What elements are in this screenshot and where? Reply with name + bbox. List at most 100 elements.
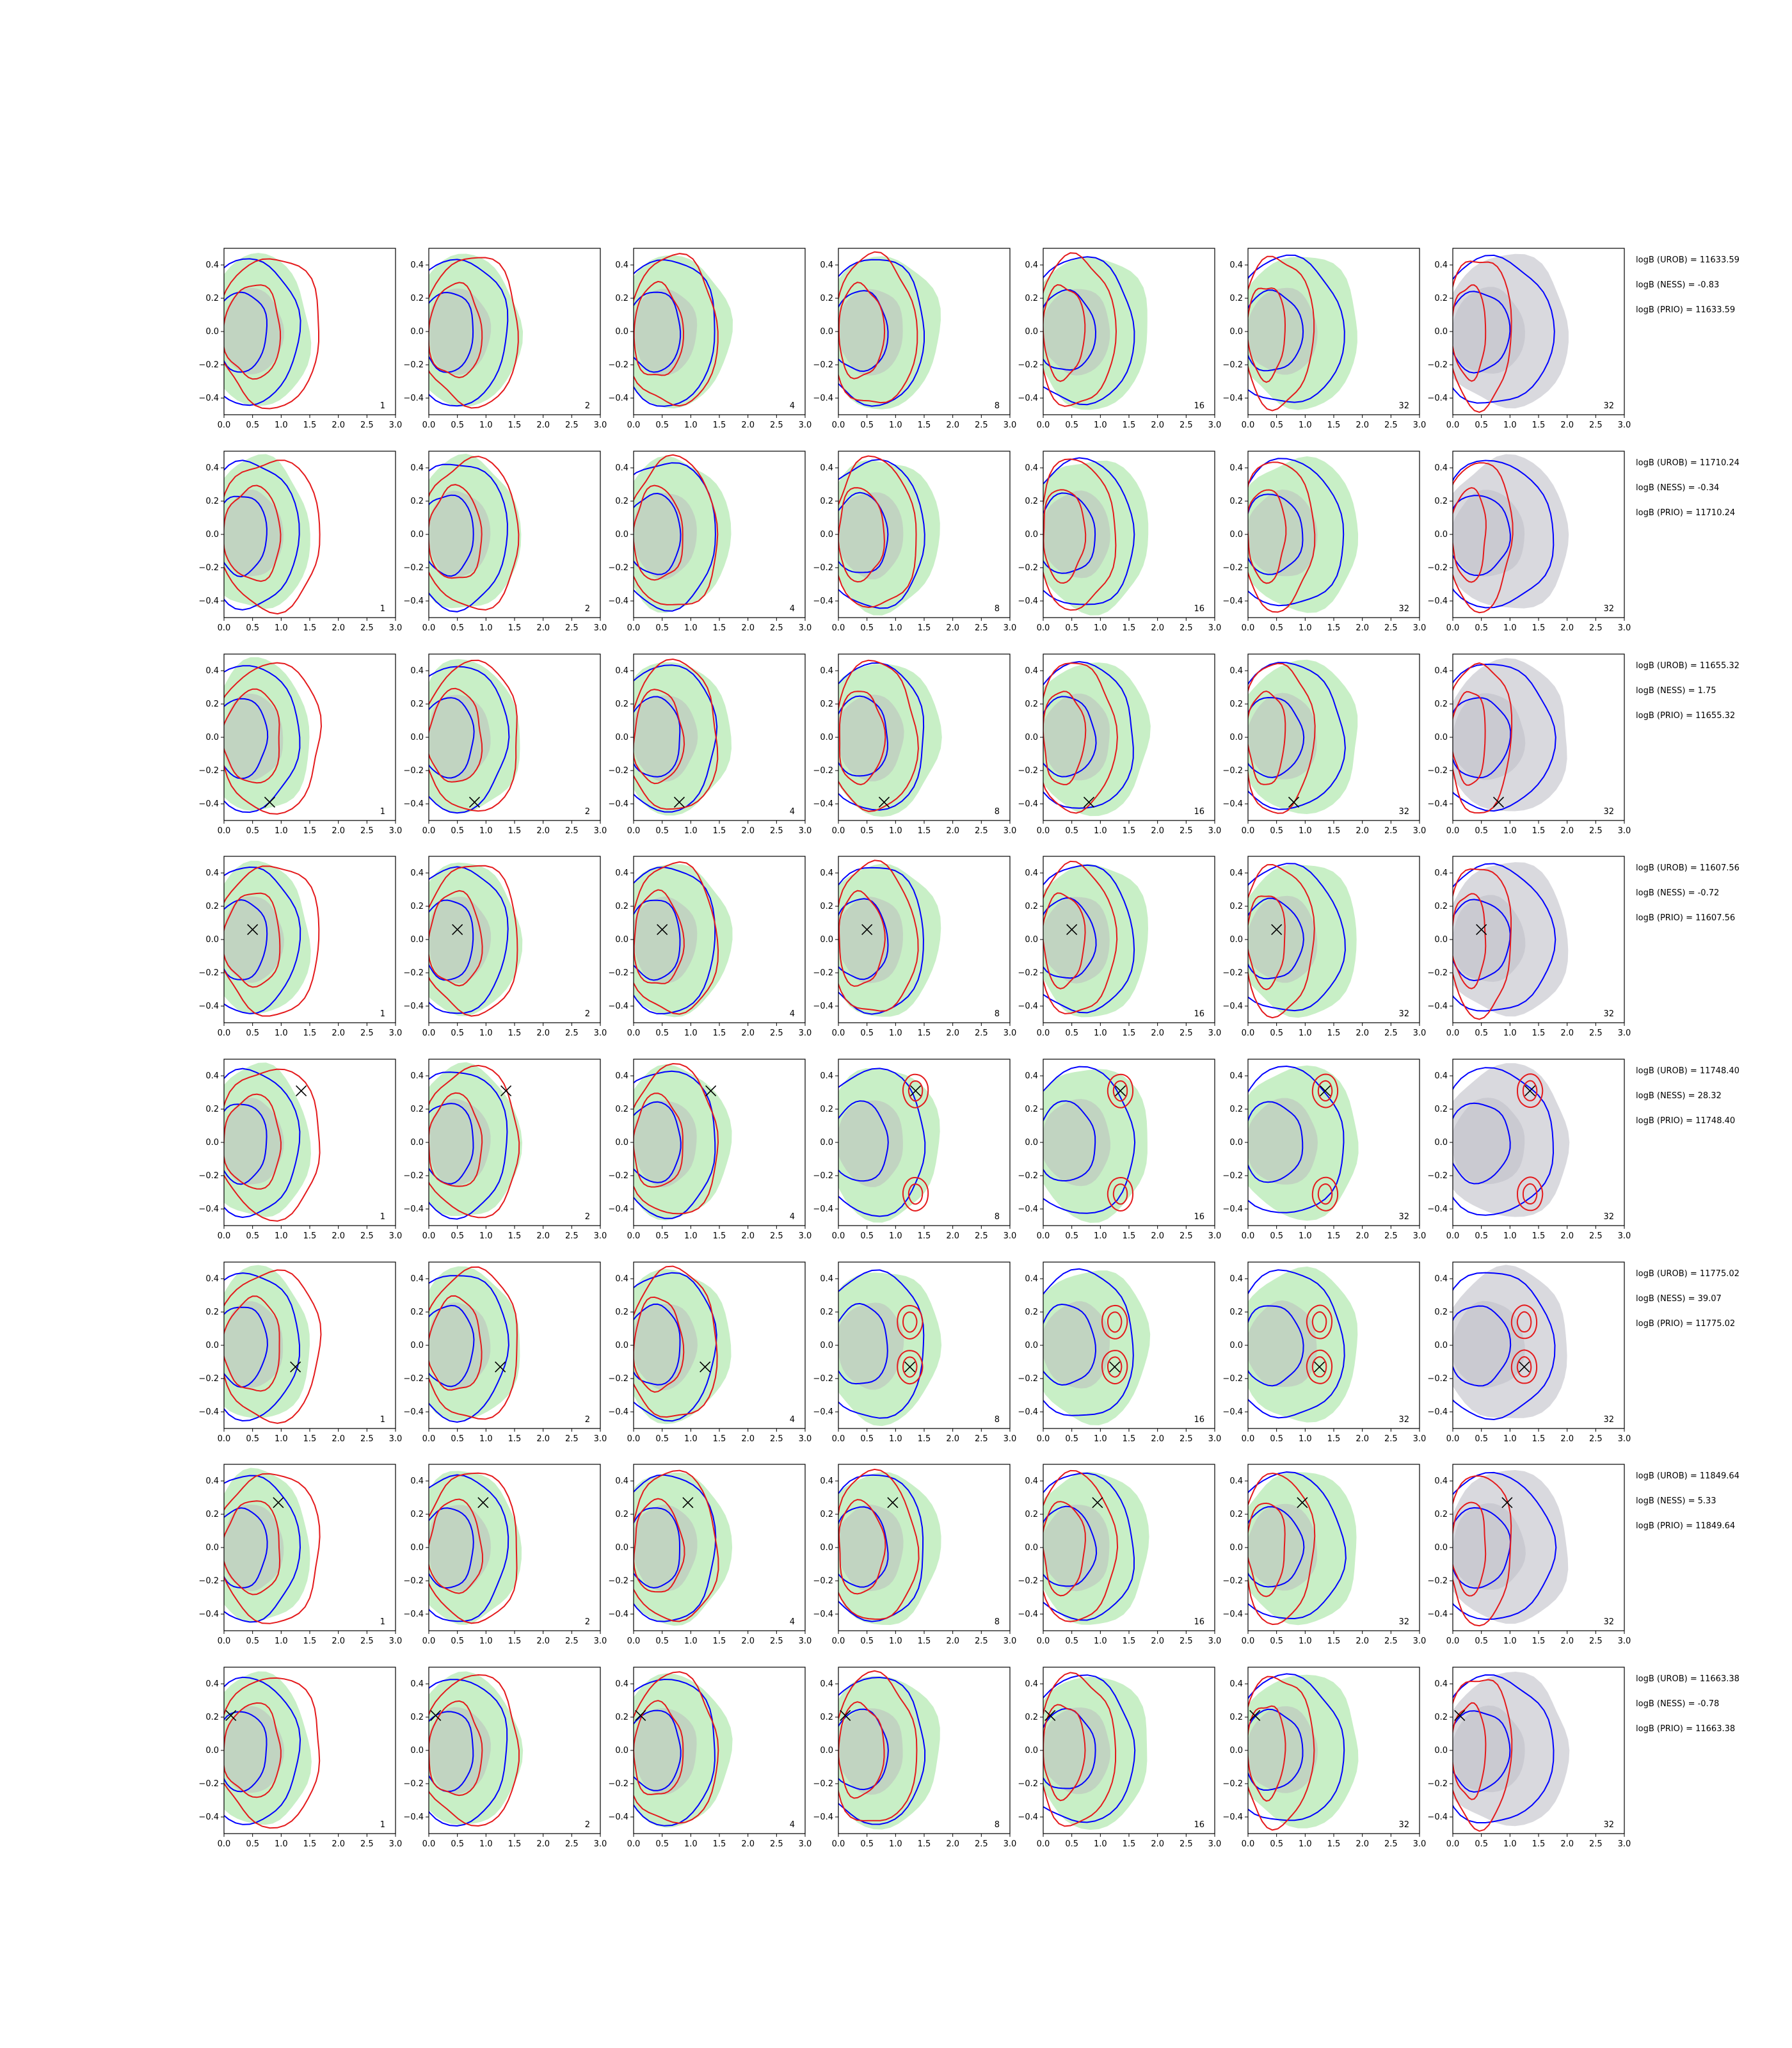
blue-contour	[224, 1676, 301, 1825]
x-tick-label: 2.0	[946, 623, 959, 633]
blue-contour	[1453, 1067, 1555, 1216]
blue-contour	[429, 1275, 509, 1423]
inner-fill	[429, 1302, 491, 1390]
y-tick-label: 0.2	[1229, 1308, 1243, 1317]
x-tick-label: 1.5	[1327, 826, 1341, 836]
x-tick-label: 2.5	[1589, 623, 1603, 633]
red-contour	[634, 1700, 684, 1795]
panel-r7-c3: 0.0 0.5 1.0 1.5 2.0 2.5 3.0 0.4 0.2 0.0 −0.2 −0.4 4	[608, 1464, 812, 1646]
logb-annotation: logB (PRIO) = 11663.38	[1636, 1724, 1735, 1734]
x-tick-label: 0.5	[1475, 1839, 1488, 1849]
x-tick-label: 1.0	[1503, 1636, 1517, 1646]
x-tick-label: 3.0	[1004, 1839, 1017, 1849]
y-tick-label: 0.4	[410, 1679, 424, 1689]
y-tick-label: 0.4	[1229, 1679, 1243, 1689]
x-tick-label: 2.5	[1589, 1434, 1603, 1444]
x-tick-label: 0.0	[1242, 1434, 1255, 1444]
y-tick-label: 0.0	[1434, 1746, 1448, 1756]
inner-fill	[429, 1707, 491, 1794]
blue-contour	[224, 291, 268, 373]
x-tick-label: 1.5	[1327, 623, 1341, 633]
x-tick-label: 0.5	[655, 1636, 669, 1646]
y-tick-label: 0.2	[410, 497, 424, 506]
y-tick-label: 0.4	[410, 1071, 424, 1081]
x-tick-label: 2.0	[332, 623, 345, 633]
inner-fill	[1453, 1098, 1525, 1185]
x-tick-label: 2.5	[975, 1839, 988, 1849]
y-tick-label: 0.4	[1229, 1476, 1243, 1486]
y-tick-label: 0.2	[1229, 294, 1243, 303]
x-tick-label: 0.0	[1446, 623, 1460, 633]
y-tick-label: −0.4	[403, 394, 424, 403]
y-tick-label: −0.2	[608, 1779, 628, 1789]
truth-marker	[878, 796, 890, 808]
red-contour	[224, 1473, 321, 1624]
inner-fill	[1453, 287, 1525, 374]
y-tick-label: −0.4	[813, 1002, 833, 1011]
x-tick-label: 0.0	[422, 623, 436, 633]
y-tick-label: −0.2	[813, 1779, 833, 1789]
panel-label: 32	[1603, 1820, 1614, 1830]
y-tick-label: 0.4	[1025, 868, 1038, 878]
x-tick-label: 3.0	[799, 1434, 812, 1444]
x-tick-label: 1.0	[684, 1028, 698, 1038]
red-contour	[1248, 1472, 1316, 1626]
y-tick-label: 0.2	[1434, 902, 1448, 911]
panel-label: 8	[995, 1212, 1000, 1222]
x-tick-label: 1.0	[684, 1434, 698, 1444]
x-tick-label: 2.0	[741, 623, 755, 633]
x-tick-label: 0.0	[1446, 1839, 1460, 1849]
red-contour	[1107, 1176, 1134, 1212]
red-contour	[1453, 487, 1487, 583]
y-tick-label: −0.4	[813, 1204, 833, 1214]
inner-fill	[1043, 1301, 1110, 1389]
y-tick-label: −0.4	[403, 1610, 424, 1619]
blue-contour	[224, 1272, 301, 1422]
x-tick-label: 1.5	[303, 1434, 317, 1444]
y-tick-label: 0.0	[615, 935, 628, 945]
blue-contour	[1453, 697, 1512, 779]
red-contour	[224, 258, 319, 410]
panel-label: 1	[380, 604, 385, 614]
y-tick-label: 0.0	[205, 1341, 219, 1350]
y-tick-label: −0.2	[198, 766, 219, 776]
truth-marker	[1519, 1361, 1530, 1373]
x-tick-label: 1.0	[1299, 420, 1312, 430]
x-tick-label: 1.5	[918, 1636, 931, 1646]
y-tick-label: −0.2	[1018, 968, 1038, 978]
y-tick-label: 0.0	[820, 1341, 833, 1350]
x-tick-label: 0.0	[1446, 1028, 1460, 1038]
panel-label: 16	[1194, 401, 1204, 411]
red-contour	[897, 1350, 924, 1385]
x-tick-label: 1.5	[713, 1231, 726, 1241]
y-tick-label: 0.4	[820, 868, 833, 878]
x-tick-label: 1.5	[508, 1231, 522, 1241]
panel-r7-c5: 0.0 0.5 1.0 1.5 2.0 2.5 3.0 0.4 0.2 0.0 −0.2 −0.4 16	[1018, 1464, 1221, 1646]
x-tick-label: 0.5	[1065, 623, 1078, 633]
y-tick-label: 0.4	[205, 260, 219, 270]
x-tick-label: 1.0	[1299, 1434, 1312, 1444]
x-tick-label: 1.0	[889, 826, 902, 836]
y-tick-label: 0.2	[615, 294, 628, 303]
x-tick-label: 0.0	[832, 1636, 845, 1646]
y-tick-label: −0.2	[813, 766, 833, 776]
blue-contour	[224, 460, 300, 611]
red-contour	[1248, 863, 1315, 1019]
x-tick-label: 3.0	[1618, 1231, 1631, 1241]
panel-label: 4	[790, 401, 795, 411]
x-tick-label: 3.0	[594, 826, 607, 836]
x-tick-label: 3.0	[1208, 1231, 1222, 1241]
x-tick-label: 0.0	[1037, 1028, 1050, 1038]
x-tick-label: 0.0	[832, 1839, 845, 1849]
x-tick-label: 3.0	[799, 420, 812, 430]
y-tick-label: 0.0	[1025, 1746, 1038, 1756]
blue-contour	[429, 259, 509, 407]
blue-contour	[634, 899, 681, 981]
y-tick-label: −0.2	[198, 563, 219, 573]
y-tick-label: 0.4	[205, 1476, 219, 1486]
y-tick-label: −0.2	[813, 360, 833, 370]
y-tick-label: 0.2	[615, 700, 628, 709]
x-tick-label: 2.0	[1560, 1839, 1574, 1849]
x-tick-label: 1.0	[684, 826, 698, 836]
y-tick-label: 0.4	[1229, 1274, 1243, 1284]
